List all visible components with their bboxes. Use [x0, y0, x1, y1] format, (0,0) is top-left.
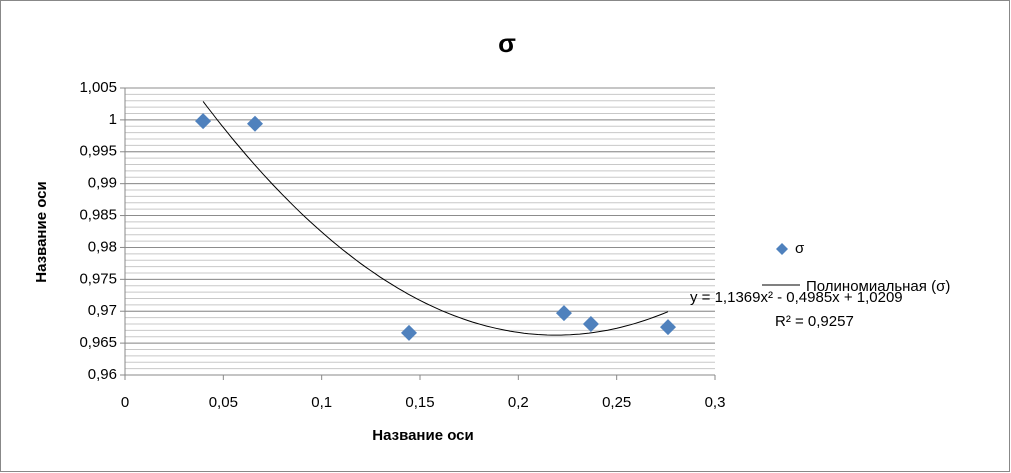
y-tick-label: 0,995	[79, 143, 117, 160]
point	[195, 113, 212, 130]
trend-equation: y = 1,1369x² - 0,4985x + 1,0209	[690, 289, 903, 306]
y-tick-label: 0,96	[88, 366, 117, 383]
point	[246, 115, 263, 132]
y-tick-label: 1,005	[79, 79, 117, 96]
y-axis-label: Название оси	[33, 181, 50, 283]
y-tick-label: 0,985	[79, 207, 117, 224]
y-tick-label: 0,99	[88, 175, 117, 192]
x-axis-label: Название оси	[372, 427, 474, 444]
legend-label: Полиномиальная (σ)	[806, 278, 950, 295]
point	[555, 305, 572, 322]
y-tick-label: 1	[109, 111, 117, 128]
x-tick-label: 0	[121, 394, 129, 411]
x-tick-label: 0,1	[311, 394, 332, 411]
x-tick-label: 0,05	[209, 394, 238, 411]
x-tick-label: 0,15	[405, 394, 434, 411]
chart-title: σ	[498, 28, 516, 58]
point	[400, 324, 417, 341]
legend-label: σ	[795, 240, 805, 257]
x-tick-label: 0,25	[602, 394, 631, 411]
point	[582, 315, 599, 332]
x-tick-label: 0,3	[705, 394, 726, 411]
trendline	[202, 101, 669, 336]
point	[659, 319, 676, 336]
y-tick-label: 0,98	[88, 238, 117, 255]
y-tick-label: 0,965	[79, 334, 117, 351]
trend-r2: R² = 0,9257	[775, 313, 854, 330]
legend-marker	[776, 243, 788, 255]
x-tick-label: 0,2	[508, 394, 529, 411]
y-tick-label: 0,975	[79, 270, 117, 287]
y-tick-label: 0,97	[88, 302, 117, 319]
